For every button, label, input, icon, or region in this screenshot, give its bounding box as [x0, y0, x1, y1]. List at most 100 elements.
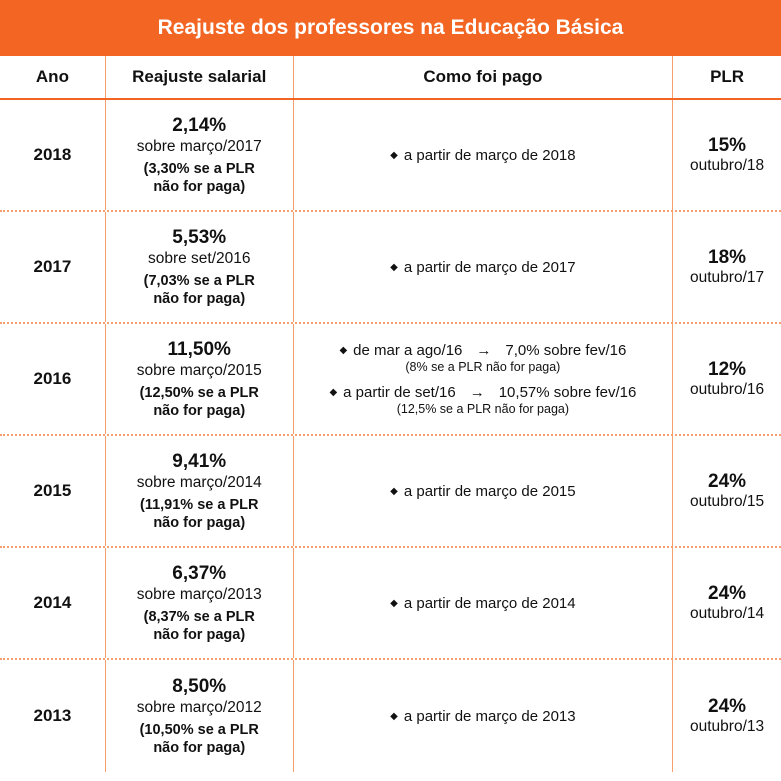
payment-item: ◆ a partir de set/16 → 10,57% sobre fev/16 … — [329, 383, 636, 417]
cell-como-foi-pago: ◆ a partir de março de 2017 — [294, 212, 674, 322]
reajuste-percent: 6,37% — [172, 563, 227, 584]
reajuste-note-line1: (8,37% se a PLR — [143, 609, 255, 625]
reajuste-note-line2: não for paga) — [153, 627, 246, 643]
header-plr: PLR — [710, 67, 745, 86]
year-label: 2014 — [33, 593, 72, 612]
cell-ano: 2014 — [0, 548, 106, 658]
table-body: 2018 2,14% sobre março/2017 (3,30% se a … — [0, 100, 781, 772]
year-label: 2015 — [33, 481, 72, 500]
header-reajuste: Reajuste salarial — [106, 56, 294, 98]
plr-date: outubro/14 — [690, 605, 765, 622]
cell-como-foi-pago: ◆ a partir de março de 2014 — [294, 548, 674, 658]
payment-item: ◆ a partir de março de 2014 — [390, 594, 575, 613]
plr-date: outubro/18 — [690, 157, 765, 174]
table-row: 2018 2,14% sobre março/2017 (3,30% se a … — [0, 100, 781, 212]
bullet-icon: ◆ — [329, 387, 338, 398]
table-title: Reajuste dos professores na Educação Bás… — [157, 16, 624, 39]
reajuste-base: sobre março/2015 — [136, 362, 262, 379]
plr-percent: 15% — [708, 135, 747, 156]
cell-plr: 24% outubro/14 — [673, 548, 781, 658]
cell-ano: 2018 — [0, 100, 106, 210]
year-label: 2018 — [33, 145, 72, 164]
bullet-icon: ◆ — [339, 345, 348, 356]
payment-period: de mar a ago/16 — [353, 342, 463, 359]
cell-reajuste: 5,53% sobre set/2016 (7,03% se a PLR não… — [106, 212, 294, 322]
reajuste-percent: 11,50% — [167, 339, 231, 360]
payment-period: a partir de set/16 — [343, 384, 456, 401]
table-row: 2017 5,53% sobre set/2016 (7,03% se a PL… — [0, 212, 781, 324]
cell-reajuste: 6,37% sobre março/2013 (8,37% se a PLR n… — [106, 548, 294, 658]
plr-date: outubro/15 — [690, 493, 765, 510]
header-como-foi-pago: Como foi pago — [294, 56, 674, 98]
reajuste-percent: 2,14% — [172, 115, 227, 136]
payment-period: a partir de março de 2015 — [403, 482, 576, 500]
reajuste-note-line1: (7,03% se a PLR — [143, 273, 255, 289]
payment-value: 7,0% sobre fev/16 — [505, 342, 627, 359]
year-label: 2016 — [33, 369, 72, 388]
payment-note: (8% se a PLR não for paga) — [405, 360, 561, 374]
payment-item: ◆ a partir de março de 2013 — [390, 707, 575, 726]
table-row: 2015 9,41% sobre março/2014 (11,91% se a… — [0, 436, 781, 548]
payment-value: 10,57% sobre fev/16 — [498, 384, 637, 401]
reajuste-base: sobre set/2016 — [147, 250, 251, 267]
bullet-icon: ◆ — [390, 261, 398, 273]
cell-reajuste: 9,41% sobre março/2014 (11,91% se a PLR … — [106, 436, 294, 546]
reajuste-note-line1: (12,50% se a PLR — [139, 385, 259, 401]
reajuste-percent: 8,50% — [172, 676, 227, 697]
plr-percent: 12% — [708, 359, 747, 380]
bullet-icon: ◆ — [390, 710, 398, 722]
reajuste-note-line1: (3,30% se a PLR — [143, 161, 255, 177]
plr-percent: 24% — [708, 696, 747, 717]
reajuste-note-line2: não for paga) — [153, 403, 246, 419]
payment-item: ◆ a partir de março de 2017 — [390, 258, 575, 277]
payment-item: ◆ de mar a ago/16 → 7,0% sobre fev/16 (8% s… — [339, 341, 626, 375]
plr-percent: 24% — [708, 471, 747, 492]
reajuste-base: sobre março/2013 — [136, 586, 262, 603]
reajuste-note-line2: não for paga) — [153, 291, 246, 307]
arrow-icon: → — [476, 342, 492, 359]
year-label: 2017 — [33, 257, 72, 276]
reajuste-base: sobre março/2014 — [136, 474, 262, 491]
table-title-bar: Reajuste dos professores na Educação Bás… — [0, 0, 781, 56]
cell-reajuste: 2,14% sobre março/2017 (3,30% se a PLR n… — [106, 100, 294, 210]
plr-percent: 24% — [708, 583, 747, 604]
cell-ano: 2015 — [0, 436, 106, 546]
cell-plr: 24% outubro/13 — [673, 660, 781, 772]
cell-como-foi-pago: ◆ a partir de março de 2015 — [294, 436, 674, 546]
cell-ano: 2017 — [0, 212, 106, 322]
plr-percent: 18% — [708, 247, 747, 268]
payment-period: a partir de março de 2018 — [403, 146, 576, 164]
cell-plr: 24% outubro/15 — [673, 436, 781, 546]
arrow-icon: → — [469, 384, 485, 401]
payment-period: a partir de março de 2013 — [403, 707, 576, 725]
reajuste-base: sobre março/2012 — [136, 699, 262, 716]
reajuste-note-line1: (10,50% se a PLR — [139, 722, 259, 738]
bullet-icon: ◆ — [390, 597, 398, 609]
reajuste-base: sobre março/2017 — [136, 138, 262, 155]
reajuste-note-line2: não for paga) — [153, 179, 246, 195]
payment-period: a partir de março de 2017 — [403, 258, 576, 276]
payment-item: ◆ a partir de março de 2015 — [390, 482, 575, 501]
cell-ano: 2016 — [0, 324, 106, 434]
bullet-icon: ◆ — [390, 485, 398, 497]
payment-note: (12,5% se a PLR não for paga) — [396, 402, 570, 416]
cell-plr: 15% outubro/18 — [673, 100, 781, 210]
header-ano: Ano — [0, 56, 106, 98]
table-row: 2014 6,37% sobre março/2013 (8,37% se a … — [0, 548, 781, 660]
bullet-icon: ◆ — [390, 149, 398, 161]
plr-date: outubro/13 — [690, 718, 765, 735]
cell-como-foi-pago: ◆ a partir de março de 2018 — [294, 100, 674, 210]
cell-como-foi-pago: ◆ de mar a ago/16 → 7,0% sobre fev/16 (8% s… — [294, 324, 674, 434]
cell-plr: 12% outubro/16 — [673, 324, 781, 434]
reajuste-note-line2: não for paga) — [153, 515, 246, 531]
payment-period: a partir de março de 2014 — [403, 594, 576, 612]
payment-item: ◆ a partir de março de 2018 — [390, 146, 575, 165]
plr-date: outubro/16 — [690, 381, 765, 398]
cell-ano: 2013 — [0, 660, 106, 772]
cell-plr: 18% outubro/17 — [673, 212, 781, 322]
cell-reajuste: 11,50% sobre março/2015 (12,50% se a PLR… — [106, 324, 294, 434]
reajuste-note-line2: não for paga) — [153, 740, 246, 756]
reajuste-percent: 5,53% — [172, 227, 227, 248]
reajuste-note-line1: (11,91% se a PLR — [139, 497, 259, 513]
table-row: 2016 11,50% sobre março/2015 (12,50% se … — [0, 324, 781, 436]
